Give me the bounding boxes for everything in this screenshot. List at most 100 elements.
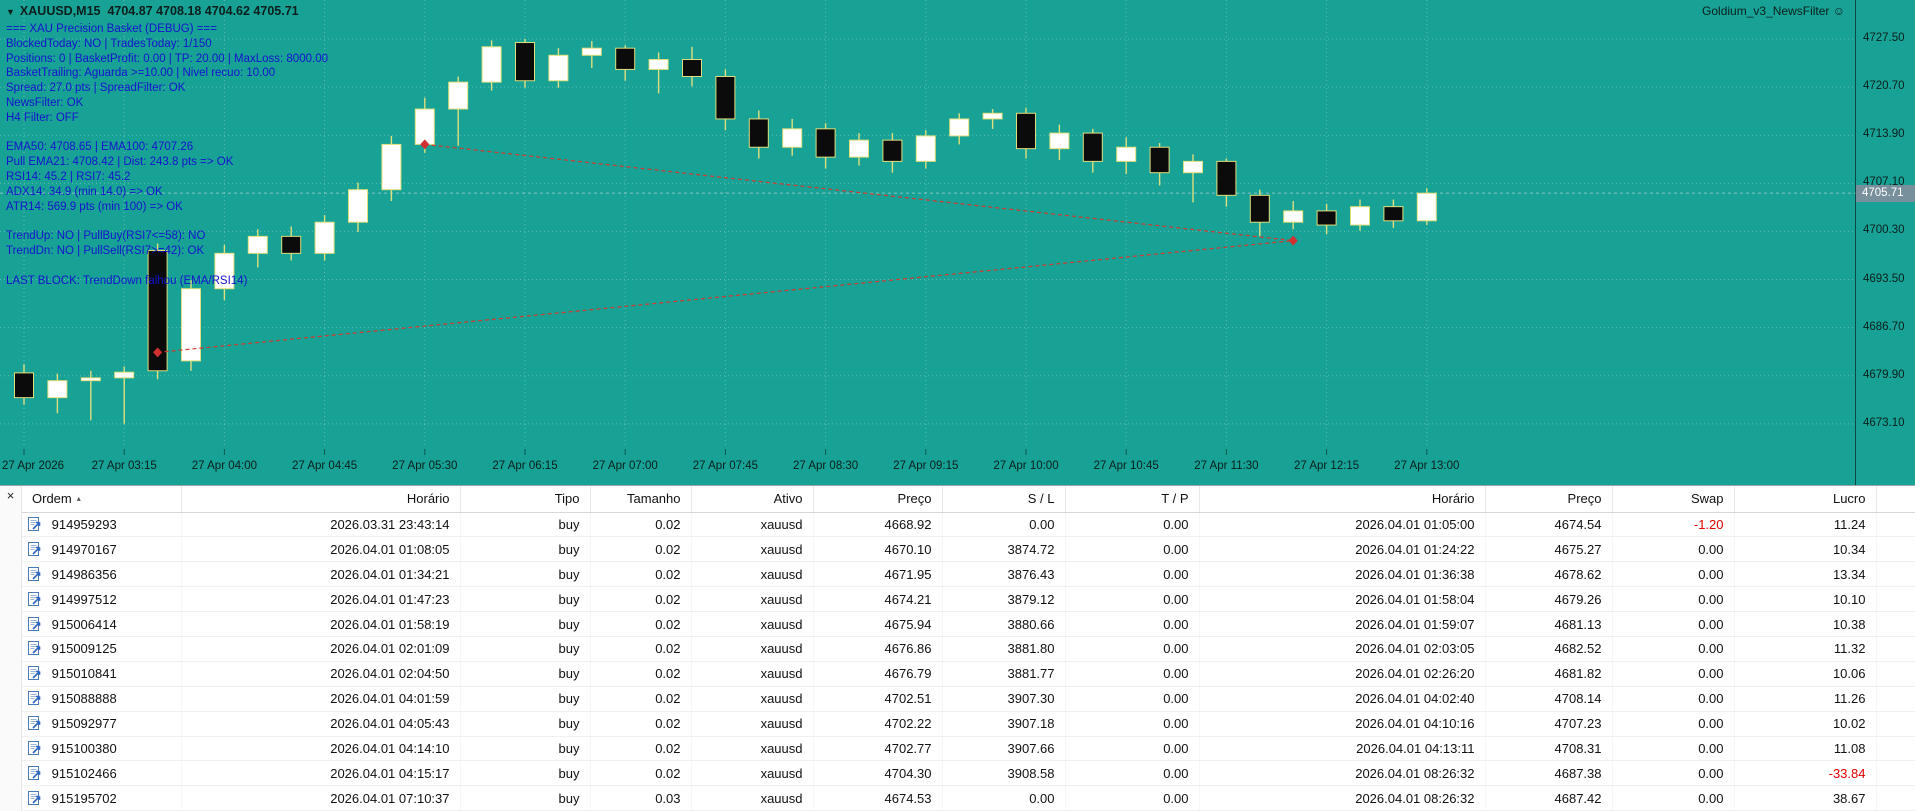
filler-cell [1876, 711, 1915, 737]
price-axis[interactable]: 4705.71 4727.50 4720.70 4713.90 4707.10 4700… [1855, 0, 1915, 485]
cell-sl: 3907.18 [942, 711, 1066, 737]
time-axis[interactable]: 27 Apr 2026 27 Apr 03:15 27 Apr 04:00 27 Ap… [0, 460, 1856, 484]
column-header-horario_fechamento[interactable]: Horário [1199, 486, 1486, 513]
cell-ordem: 914997512 [22, 586, 182, 613]
filler-cell [1876, 785, 1915, 811]
cell-ordem: 915092977 [22, 711, 182, 737]
candlestick [1016, 112, 1036, 150]
history-panel: × Ordem ▴ Horário Tipo Tamanho Ativo Preço S / … [0, 485, 1915, 811]
order-document-icon [28, 641, 41, 656]
cell-horario_abertura: 2026.04.01 04:15:17 [181, 760, 461, 787]
filler-cell [1876, 586, 1915, 613]
table-row[interactable]: 915010841 2026.04.01 02:04:50 buy 0.02 xauus… [22, 661, 1915, 687]
candlestick [548, 54, 569, 82]
symbol-dropdown-icon[interactable]: ▼ [6, 7, 15, 17]
symbol-period-label: XAUUSD,M15 [19, 4, 101, 18]
table-row[interactable]: 915195702 2026.04.01 07:10:37 buy 0.03 xauus… [22, 785, 1915, 811]
cell-horario_abertura: 2026.04.01 01:34:21 [181, 561, 461, 588]
cell-tipo: buy [460, 536, 591, 563]
ohlc-values: 4704.87 4708.18 4704.62 4705.71 [107, 4, 299, 18]
cell-horario_fechamento: 2026.04.01 04:02:40 [1199, 686, 1486, 712]
table-row[interactable]: 915006414 2026.04.01 01:58:19 buy 0.02 xauus… [22, 611, 1915, 637]
column-header-ativo[interactable]: Ativo [691, 486, 814, 513]
cell-sl: 3874.72 [942, 536, 1066, 563]
column-header-preco_abertura[interactable]: Preço [813, 486, 943, 513]
cell-ordem: 915009125 [22, 636, 182, 662]
cell-ordem: 915100380 [22, 736, 182, 762]
cell-ativo: xauusd [691, 686, 814, 712]
table-row[interactable]: 914997512 2026.04.01 01:47:23 buy 0.02 xauus… [22, 586, 1915, 613]
order-document-icon [28, 765, 41, 780]
cell-preco_abertura: 4671.95 [813, 561, 943, 588]
cell-swap: 0.00 [1612, 686, 1735, 712]
ea-status-line: ADX14: 34.9 (min 14.0) => OK [6, 185, 163, 198]
table-row[interactable]: 915009125 2026.04.01 02:01:09 buy 0.02 xauus… [22, 636, 1915, 662]
price-axis-label: 4713.90 [1863, 128, 1905, 141]
trade-trendline[interactable] [424, 143, 1294, 242]
cell-preco_abertura: 4676.79 [813, 661, 943, 687]
table-row[interactable]: 915092977 2026.04.01 04:05:43 buy 0.02 xauus… [22, 711, 1915, 737]
order-document-icon [28, 716, 41, 731]
time-axis-label: 27 Apr 07:45 [692, 460, 759, 472]
table-row[interactable]: 915102466 2026.04.01 04:15:17 buy 0.02 xauus… [22, 760, 1915, 787]
cell-horario_abertura: 2026.04.01 02:01:09 [181, 636, 461, 662]
table-row[interactable]: 915088888 2026.04.01 04:01:59 buy 0.02 xauus… [22, 686, 1915, 712]
cell-preco_abertura: 4674.53 [813, 785, 943, 811]
column-header-preco_fechamento[interactable]: Preço [1485, 486, 1613, 513]
cell-preco_fechamento: 4708.14 [1485, 686, 1613, 712]
ea-status-line: NewsFilter: OK [6, 96, 84, 109]
table-row[interactable]: 914959293 2026.03.31 23:43:14 buy 0.02 xauus… [22, 512, 1915, 538]
cell-preco_abertura: 4676.86 [813, 636, 943, 662]
candlestick [615, 47, 636, 70]
toolbox-side-strip: × [0, 486, 22, 811]
column-header-ordem[interactable]: Ordem ▴ [22, 486, 182, 513]
cell-ativo: xauusd [691, 661, 814, 687]
candlestick [1149, 146, 1170, 174]
ea-status-overlay: === XAU Precision Basket (DEBUG) === Bloc… [6, 22, 328, 288]
cell-preco_fechamento: 4678.62 [1485, 561, 1613, 588]
order-document-icon [28, 691, 41, 706]
price-axis-label: 4700.30 [1863, 224, 1905, 237]
table-row[interactable]: 914986356 2026.04.01 01:34:21 buy 0.02 xauus… [22, 561, 1915, 588]
ea-status-line [6, 126, 328, 141]
column-header-swap[interactable]: Swap [1612, 486, 1735, 513]
cell-ordem: 914959293 [22, 512, 182, 538]
column-header-tipo[interactable]: Tipo [460, 486, 591, 513]
ea-status-line: === XAU Precision Basket (DEBUG) === [6, 23, 217, 35]
price-chart[interactable] [0, 0, 1856, 455]
column-header-tamanho[interactable]: Tamanho [590, 486, 692, 513]
table-row[interactable]: 915100380 2026.04.01 04:14:10 buy 0.02 xauus… [22, 736, 1915, 762]
ea-status-line: Pull EMA21: 4708.42 | Dist: 243.8 pts =>… [6, 156, 234, 169]
table-row[interactable]: 914970167 2026.04.01 01:08:05 buy 0.02 xauus… [22, 536, 1915, 563]
candlestick [1383, 206, 1404, 222]
filler-column [1876, 486, 1915, 513]
cell-lucro: 10.38 [1734, 611, 1877, 637]
cell-swap: 0.00 [1612, 760, 1735, 787]
trade-trendline[interactable] [157, 240, 1294, 353]
candlestick [80, 377, 101, 382]
column-header-lucro[interactable]: Lucro [1734, 486, 1877, 513]
candlestick [682, 59, 702, 77]
cell-ordem: 915006414 [22, 611, 182, 637]
close-toolbox-button[interactable]: × [2, 487, 20, 505]
cell-ativo: xauusd [691, 512, 814, 538]
column-header-horario_abertura[interactable]: Horário [181, 486, 461, 513]
candlestick [581, 47, 602, 56]
price-axis-label: 4720.70 [1863, 80, 1905, 93]
time-axis-label: 27 Apr 2026 [2, 460, 65, 472]
cell-sl: 3881.77 [942, 661, 1066, 687]
column-header-sl[interactable]: S / L [942, 486, 1066, 513]
cell-swap: 0.00 [1612, 711, 1735, 737]
filler-cell [1876, 512, 1915, 538]
ea-status-line: RSI14: 45.2 | RSI7: 45.2 [6, 170, 131, 183]
cell-horario_fechamento: 2026.04.01 01:24:22 [1199, 536, 1486, 563]
cell-tp: 0.00 [1065, 561, 1200, 588]
filler-cell [1876, 661, 1915, 687]
cell-horario_fechamento: 2026.04.01 08:26:32 [1199, 785, 1486, 811]
cell-sl: 3880.66 [942, 611, 1066, 637]
time-axis-label: 27 Apr 04:00 [191, 460, 258, 472]
candlestick [648, 59, 669, 70]
chart-panel[interactable]: ▼ XAUUSD,M15 4704.87 4708.18 4704.62 4705… [0, 0, 1915, 485]
column-header-tp[interactable]: T / P [1065, 486, 1200, 513]
